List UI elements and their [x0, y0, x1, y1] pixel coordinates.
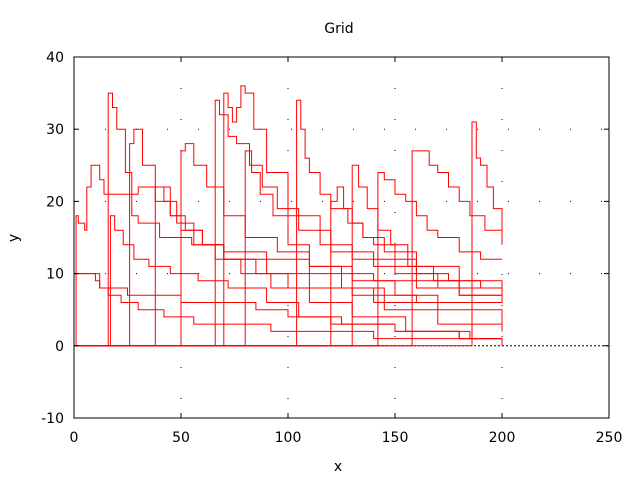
chart-title: Grid	[324, 21, 353, 37]
y-tick-label: 0	[55, 339, 64, 355]
y-tick-label: 10	[46, 267, 64, 283]
grid	[74, 57, 609, 418]
series-line	[74, 172, 502, 347]
y-tick-label: 30	[46, 122, 64, 138]
x-tick-label: 250	[596, 430, 623, 446]
series-line	[74, 85, 502, 347]
series-line	[74, 215, 503, 347]
y-tick-label: 40	[46, 50, 64, 66]
x-tick-label: 50	[172, 430, 190, 446]
x-tick-label: 150	[382, 430, 409, 446]
axis-ticks: 0 50 100 150 200 250 -10 0 10 20 30 40	[41, 50, 622, 446]
series-line	[74, 121, 503, 347]
x-tick-label: 100	[275, 430, 302, 446]
series-line	[74, 186, 503, 347]
series-line	[74, 273, 503, 346]
series-line	[74, 164, 503, 347]
series-line	[74, 150, 503, 347]
series-line	[74, 150, 503, 347]
x-tick-label: 200	[489, 430, 516, 446]
y-axis-label: y	[6, 234, 22, 242]
series-group	[74, 85, 503, 347]
x-axis-label: x	[334, 459, 342, 475]
y-tick-label: 20	[46, 194, 64, 210]
x-tick-label: 0	[70, 430, 79, 446]
y-tick-label: -10	[41, 411, 64, 427]
plot-frame	[73, 56, 610, 419]
